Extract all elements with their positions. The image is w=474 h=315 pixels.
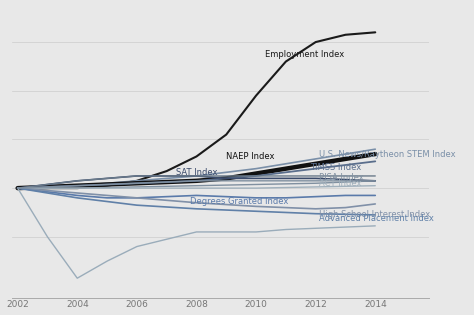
Text: SAT Index: SAT Index [175, 168, 217, 177]
Text: Advanced Placement Index: Advanced Placement Index [319, 214, 434, 223]
Text: Degrees Granted Index: Degrees Granted Index [191, 197, 289, 206]
Text: TIMSS Index: TIMSS Index [310, 163, 361, 172]
Text: U.S. News/Raytheon STEM Index: U.S. News/Raytheon STEM Index [319, 150, 455, 158]
Text: PISA Index: PISA Index [319, 173, 364, 182]
Text: Employment Index: Employment Index [265, 50, 344, 59]
Text: High School Interest Index: High School Interest Index [319, 210, 430, 219]
Text: NAEP Index: NAEP Index [226, 152, 275, 161]
Text: ACT Index: ACT Index [319, 179, 361, 188]
